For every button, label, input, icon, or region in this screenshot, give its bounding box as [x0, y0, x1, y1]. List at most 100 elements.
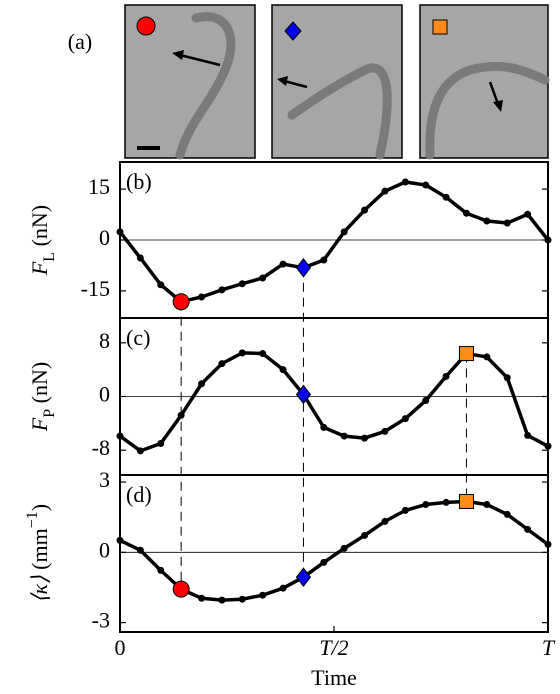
y-axis-title-part: ⟨κ⟩ [27, 575, 52, 603]
highlight-marker [172, 580, 190, 598]
data-point [422, 181, 430, 189]
data-point [544, 540, 552, 548]
data-point [198, 293, 206, 301]
data-point [544, 236, 552, 244]
data-point [401, 178, 409, 186]
data-point [218, 360, 226, 368]
data-point [544, 442, 552, 450]
data-point [524, 210, 532, 218]
data-point [320, 558, 328, 566]
data-point [198, 380, 206, 388]
data-point [503, 510, 511, 518]
panel-label: (c) [126, 325, 150, 350]
data-point [157, 281, 165, 289]
data-point [340, 432, 348, 440]
data-point [340, 228, 348, 236]
y-tick-label: -8 [92, 435, 110, 460]
highlight-marker [295, 567, 312, 587]
data-point [136, 447, 144, 455]
y-axis-title-part: (nN) [27, 362, 52, 409]
data-point [136, 254, 144, 262]
y-tick-label: 8 [99, 328, 110, 353]
data-point [198, 594, 206, 602]
data-point [483, 217, 491, 225]
x-tick-label: T/2 [319, 635, 348, 660]
y-axis-title-part: L [41, 252, 58, 262]
data-point [442, 372, 450, 380]
data-point [116, 432, 124, 440]
data-point [503, 374, 511, 382]
data-point [279, 366, 287, 374]
data-point [116, 228, 124, 236]
data-point [218, 596, 226, 604]
data-point [361, 206, 369, 214]
data-point [422, 501, 430, 509]
y-tick-label: -15 [81, 276, 110, 301]
data-point [279, 584, 287, 592]
y-tick-label: 0 [99, 382, 110, 407]
panel-label: (a) [68, 29, 92, 54]
data-point [381, 517, 389, 525]
data-point [401, 415, 409, 423]
data-line [119, 499, 550, 602]
highlight-marker [458, 493, 474, 509]
y-axis-title-part: F [27, 417, 52, 432]
x-axis-title: Time [311, 665, 357, 690]
data-point [422, 397, 430, 405]
data-point [524, 431, 532, 439]
highlight-marker [295, 257, 312, 278]
y-tick-label: 3 [99, 467, 110, 492]
image-2 [271, 4, 403, 160]
data-point [340, 544, 348, 552]
data-point [259, 350, 267, 358]
data-point [218, 286, 226, 294]
data-point [361, 531, 369, 539]
data-point [238, 595, 246, 603]
data-point [524, 525, 532, 533]
image-3 [419, 4, 550, 160]
data-point [238, 280, 246, 288]
y-axis-title: FL (nN) [27, 205, 58, 276]
data-point [320, 423, 328, 431]
data-point [238, 349, 246, 357]
x-tick-label: 0 [115, 635, 126, 660]
y-tick-label: -3 [92, 608, 110, 633]
y-axis-title-part: (nN) [27, 205, 52, 252]
highlight-marker [172, 293, 190, 311]
x-tick-label: T [542, 635, 556, 660]
y-tick-label: 0 [99, 537, 110, 562]
data-point [157, 566, 165, 574]
data-point [320, 256, 328, 264]
data-point [483, 501, 491, 509]
data-point [136, 546, 144, 554]
data-point [401, 506, 409, 514]
image-1 [124, 4, 256, 160]
y-axis-title-part: −1 [24, 511, 41, 528]
y-axis-title: ⟨κ⟩ (mm−1) [24, 504, 52, 603]
data-point [259, 591, 267, 599]
data-point [442, 498, 450, 506]
data-point [116, 536, 124, 544]
highlight-marker [458, 346, 474, 362]
data-point [279, 260, 287, 268]
highlight-marker [295, 384, 312, 405]
y-axis-title-part: ) [27, 504, 52, 511]
y-axis-title-part: (mm [27, 528, 52, 575]
data-point [483, 353, 491, 361]
data-point [157, 439, 165, 447]
y-axis-title-part: P [41, 409, 58, 418]
y-axis-title-part: F [27, 261, 52, 276]
data-point [503, 219, 511, 227]
data-point [381, 427, 389, 435]
y-tick-label: 0 [99, 225, 110, 250]
data-line [118, 351, 549, 453]
data-point [381, 187, 389, 195]
data-point [361, 434, 369, 442]
panel-label: (b) [126, 169, 152, 194]
y-axis-title: FP (nN) [27, 362, 58, 432]
data-point [259, 274, 267, 282]
data-point [442, 193, 450, 201]
data-point [462, 209, 470, 217]
panel-label: (d) [126, 482, 152, 507]
